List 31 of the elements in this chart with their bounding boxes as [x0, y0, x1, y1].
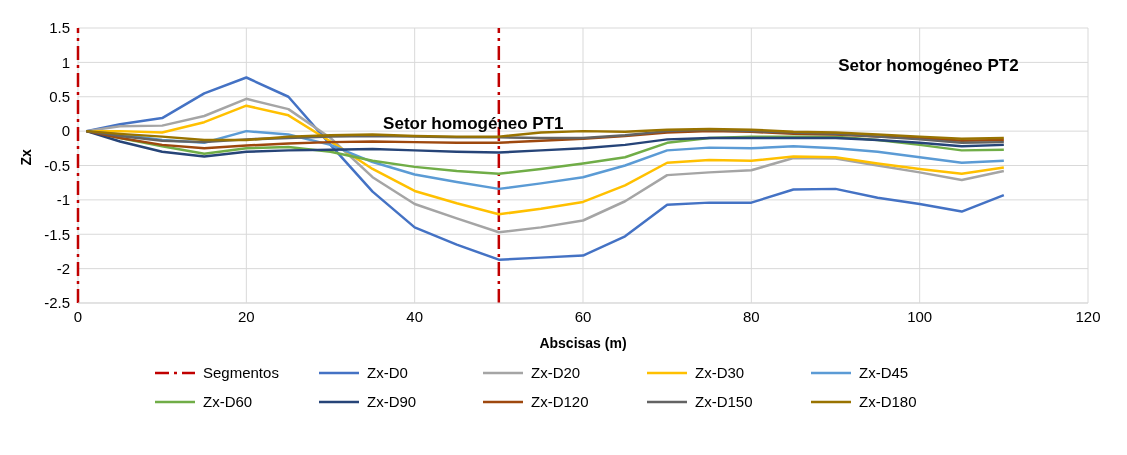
x-axis-title: Abscisas (m) [539, 335, 627, 351]
x-tick-label: 40 [406, 307, 424, 325]
line-series [85, 76, 1006, 261]
legend-label: Segmentos [203, 364, 279, 381]
legend-label: Zx-D45 [859, 364, 909, 381]
legend-label: Zx-D60 [203, 393, 253, 410]
annotation: Setor homogéneo PT2 [838, 56, 1019, 77]
y-tick-label: -0.5 [44, 156, 70, 174]
legend-label: Zx-D20 [531, 364, 581, 381]
y-tick-label: 1.5 [49, 19, 70, 37]
legend-label: Zx-D120 [531, 393, 589, 410]
y-tick-label: -2 [56, 259, 70, 277]
legend-label: Zx-D90 [367, 393, 417, 410]
y-tick-label: -1 [56, 191, 70, 209]
annotation: Setor homogéneo PT1 [383, 113, 564, 134]
x-tick-label: 80 [742, 307, 760, 325]
x-tick-label: 120 [1075, 307, 1101, 325]
y-tick-label: -1.5 [44, 225, 70, 243]
y-tick-label: 0 [61, 122, 70, 140]
y-tick-label: 1 [61, 53, 70, 71]
legend-label: Zx-D0 [367, 364, 408, 381]
x-tick-label: 100 [907, 307, 933, 325]
x-tick-label: 60 [574, 307, 592, 325]
y-tick-label: 0.5 [49, 88, 70, 106]
y-axis-title: Zx [17, 148, 34, 166]
x-tick-label: 0 [73, 307, 83, 325]
x-tick-label: 20 [237, 307, 255, 325]
legend-label: Zx-D30 [695, 364, 745, 381]
legend-label: Zx-D180 [859, 393, 917, 410]
y-tick-label: -2.5 [44, 294, 70, 312]
legend-label: Zx-D150 [695, 393, 753, 410]
